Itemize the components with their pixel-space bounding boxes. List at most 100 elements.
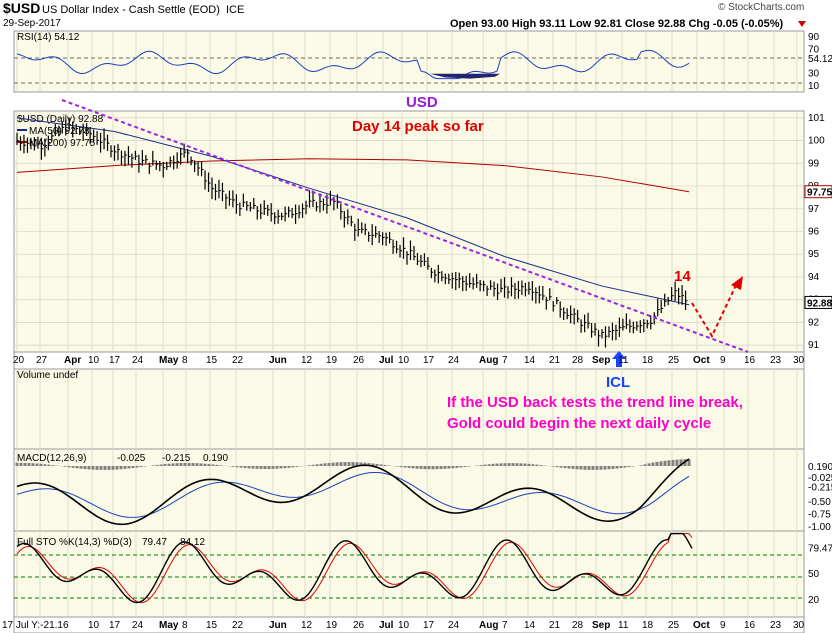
price-tick-label: 100 — [808, 136, 825, 147]
macd-legend-prefix: MACD(12,26,9) — [17, 453, 86, 464]
macd-hist-bar — [531, 464, 535, 466]
macd-hist-bar — [439, 466, 443, 470]
macd-hist-bar — [39, 463, 43, 466]
macd-hist-bar — [519, 463, 523, 466]
macd-hist-bar — [395, 466, 399, 467]
x-tick-label-bottom: 9 — [720, 620, 726, 631]
macd-hist-bar — [175, 463, 179, 466]
macd-hist-bar — [331, 462, 335, 466]
price-tick-label: 92 — [808, 317, 820, 328]
macd-hist-bar — [575, 466, 579, 470]
macd-hist-bar — [271, 466, 275, 469]
macd-hist-bar — [583, 466, 587, 470]
sto-legend-k: 79.47 — [142, 537, 167, 548]
x-tick-label-bottom: May — [159, 620, 179, 631]
macd-hist-bar — [487, 464, 491, 466]
macd-hist-bar — [179, 463, 183, 466]
macd-hist-bar — [159, 464, 163, 466]
macd-hist-bar — [35, 463, 39, 466]
x-tick-label: 12 — [301, 355, 313, 366]
macd-hist-bar — [587, 466, 591, 470]
macd-hist-bar — [455, 466, 459, 468]
price-tick-label: 96 — [808, 227, 820, 238]
macd-hist-bar — [191, 463, 195, 466]
macd-hist-bar — [507, 463, 511, 466]
chart-name: US Dollar Index - Cash Settle (EOD) — [42, 4, 220, 16]
macd-hist-bar — [447, 466, 451, 469]
ma200-line — [16, 158, 690, 193]
price-tick-label: 94 — [808, 272, 820, 283]
macd-hist-bar — [615, 466, 619, 469]
macd-hist-bar — [151, 465, 155, 466]
macd-hist-bar — [647, 463, 651, 466]
macd-hist-bar — [231, 466, 235, 467]
x-tick-label: Aug — [479, 355, 498, 366]
macd-hist-bar — [371, 463, 375, 466]
macd-hist-bar — [459, 466, 463, 468]
x-tick-label: 20 — [13, 355, 25, 366]
macd-hist-bar — [515, 463, 519, 466]
macd-hist-bar — [131, 466, 135, 469]
macd-legend-signal: -0.215 — [162, 453, 191, 464]
x-tick-label: 24 — [448, 355, 460, 366]
macd-hist-bar — [379, 464, 383, 466]
price-tick-label: 97 — [808, 204, 820, 215]
macd-hist-bar — [67, 466, 71, 468]
x-tick-label: 16 — [744, 355, 756, 366]
x-tick-label: 26 — [353, 355, 365, 366]
macd-tick-label: -0.50 — [808, 497, 831, 508]
macd-hist-bar — [607, 466, 611, 470]
macd-hist-bar — [243, 466, 247, 469]
x-tick-label: 22 — [232, 355, 244, 366]
macd-hist-bar — [643, 464, 647, 466]
macd-histogram — [15, 459, 691, 470]
macd-hist-bar — [363, 462, 367, 466]
x-tick-label-bottom: 25 — [668, 620, 680, 631]
bottom-axis-band — [13, 616, 805, 633]
macd-hist-bar — [275, 466, 279, 469]
annotation-note-line2: Gold could begin the next daily cycle — [447, 415, 711, 432]
macd-hist-bar — [103, 466, 107, 470]
macd-hist-bar — [375, 463, 379, 466]
x-tick-label: 14 — [524, 355, 536, 366]
sto-tick-label: 20 — [808, 595, 820, 606]
macd-hist-bar — [251, 466, 255, 469]
x-tick-label-bottom: 23 — [770, 620, 782, 631]
rsi-legend-text: RSI(14) 54.12 — [17, 32, 80, 43]
macd-hist-bar — [155, 464, 159, 466]
macd-hist-bar — [535, 464, 539, 466]
macd-hist-bar — [595, 466, 599, 470]
macd-hist-bar — [187, 462, 191, 466]
macd-hist-bar — [111, 466, 115, 470]
macd-tick-label: -0.75 — [808, 509, 831, 520]
macd-hist-bar — [31, 463, 35, 466]
macd-legend-hist: 0.190 — [203, 453, 228, 464]
macd-hist-bar — [571, 466, 575, 469]
price-tick-label: 91 — [808, 340, 820, 351]
macd-hist-bar — [51, 465, 55, 466]
x-tick-label: 10 — [88, 355, 100, 366]
macd-hist-bar — [671, 459, 675, 466]
sto-tick-label: 50 — [808, 569, 820, 580]
macd-hist-bar — [323, 463, 327, 466]
rsi-tick-label: 90 — [808, 32, 820, 43]
macd-hist-bar — [63, 466, 67, 467]
price-tag-box — [804, 185, 832, 199]
macd-tick-label: -0.025 — [808, 473, 832, 484]
macd-hist-bar — [239, 466, 243, 468]
x-tick-label-bottom: 10 — [88, 620, 100, 631]
macd-hist-bar — [259, 466, 263, 469]
macd-hist-bar — [619, 466, 623, 469]
macd-hist-bar — [195, 463, 199, 466]
x-tick-label-bottom: 17 — [109, 620, 121, 631]
macd-hist-bar — [235, 466, 239, 468]
macd-hist-bar — [599, 466, 603, 470]
macd-hist-bar — [351, 462, 355, 466]
macd-hist-bar — [319, 463, 323, 466]
macd-hist-bar — [423, 466, 427, 470]
macd-hist-bar — [435, 466, 439, 470]
sto-tick-label: 79.47 — [808, 544, 832, 555]
x-tick-label-bottom: 10 — [398, 620, 410, 631]
macd-hist-bar — [315, 464, 319, 466]
x-tick-label: 25 — [668, 355, 680, 366]
